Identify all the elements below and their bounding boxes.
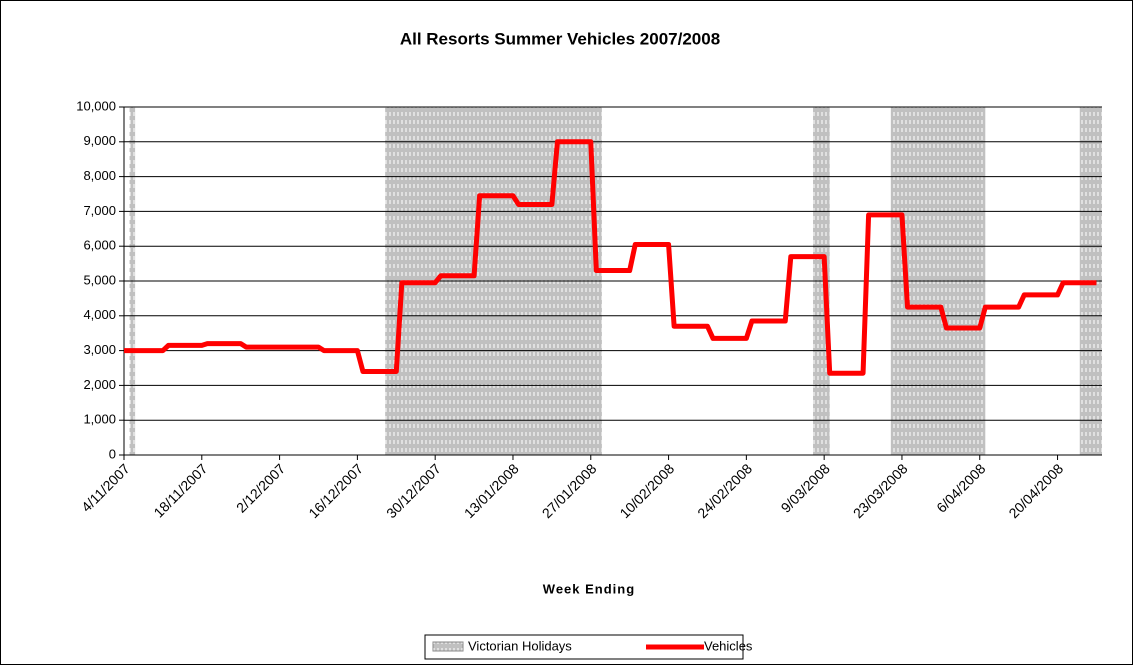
y-tick-label: 5,000: [83, 272, 116, 287]
y-tick-label: 10,000: [76, 98, 116, 113]
y-tick-label: 3,000: [83, 342, 116, 357]
y-tick-label: 0: [109, 446, 116, 461]
y-tick-label: 4,000: [83, 307, 116, 322]
legend-swatch: [432, 641, 464, 652]
chart-title: All Resorts Summer Vehicles 2007/2008: [400, 29, 720, 48]
y-tick-label: 9,000: [83, 133, 116, 148]
y-tick-label: 6,000: [83, 238, 116, 253]
y-tick-label: 1,000: [83, 412, 116, 427]
legend-label: Victorian Holidays: [468, 638, 572, 653]
y-tick-label: 7,000: [83, 203, 116, 218]
y-tick-label: 2,000: [83, 377, 116, 392]
y-tick-label: 8,000: [83, 168, 116, 183]
legend-label: Vehicles: [704, 638, 753, 653]
x-axis-label: Week Ending: [543, 581, 635, 596]
data-line: [124, 139, 1097, 376]
